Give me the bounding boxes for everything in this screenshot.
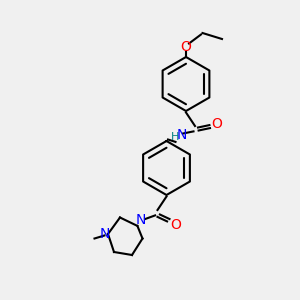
Text: O: O [171, 218, 182, 232]
Text: N: N [177, 128, 187, 142]
Text: O: O [211, 118, 222, 131]
Text: H: H [171, 131, 180, 142]
Text: N: N [136, 214, 146, 227]
Text: O: O [181, 40, 191, 53]
Text: N: N [100, 227, 110, 241]
